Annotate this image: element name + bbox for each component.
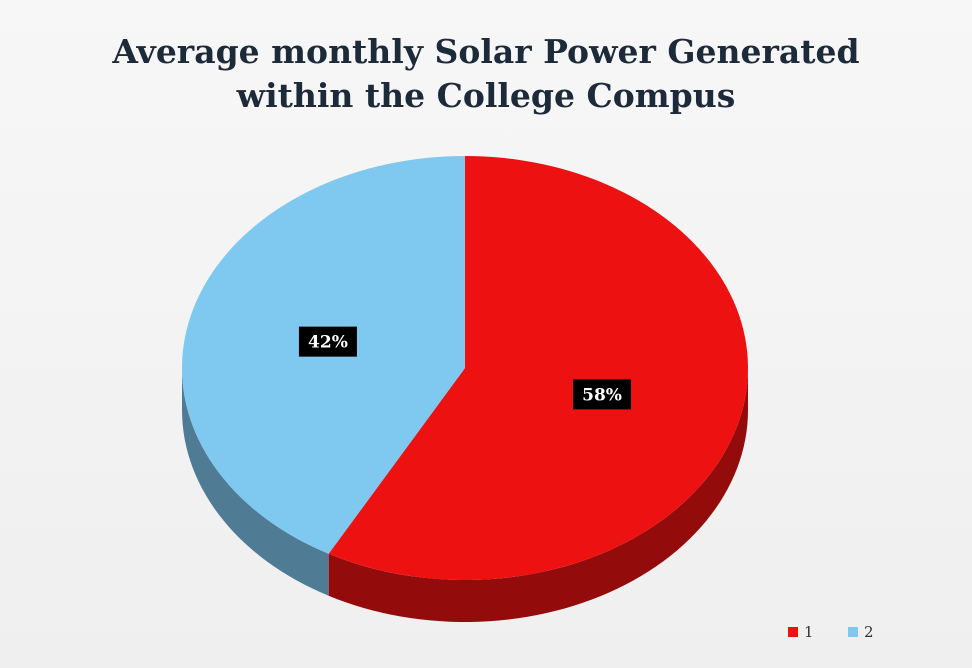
label-bg [573,379,632,410]
slice-side [328,368,748,622]
slice-side [182,368,329,596]
chart-title: Average monthly Solar Power Generated wi… [112,32,860,115]
legend-swatch [848,627,858,637]
label-bg [298,326,357,357]
legend-swatch [788,627,798,637]
legend-label: 1 [804,623,814,641]
legend-label: 2 [864,623,874,641]
slice [328,156,748,580]
data-label: 58% [582,385,622,405]
data-label: 42% [308,333,348,353]
